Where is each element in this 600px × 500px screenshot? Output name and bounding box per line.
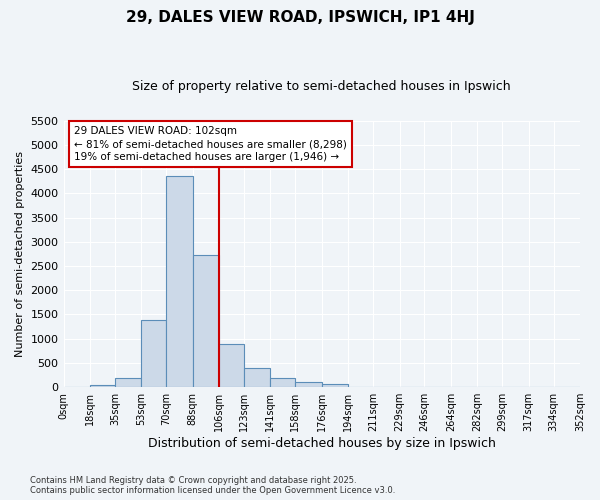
X-axis label: Distribution of semi-detached houses by size in Ipswich: Distribution of semi-detached houses by … <box>148 437 496 450</box>
Title: Size of property relative to semi-detached houses in Ipswich: Size of property relative to semi-detach… <box>133 80 511 93</box>
Text: Contains HM Land Registry data © Crown copyright and database right 2025.
Contai: Contains HM Land Registry data © Crown c… <box>30 476 395 495</box>
Bar <box>219 344 244 387</box>
Bar <box>115 378 142 387</box>
Y-axis label: Number of semi-detached properties: Number of semi-detached properties <box>15 151 25 357</box>
Bar <box>322 384 348 387</box>
Bar <box>166 176 193 387</box>
Bar <box>193 256 219 387</box>
Bar <box>142 320 166 387</box>
Bar <box>244 368 271 387</box>
Bar <box>295 382 322 387</box>
Bar <box>271 378 295 387</box>
Text: 29, DALES VIEW ROAD, IPSWICH, IP1 4HJ: 29, DALES VIEW ROAD, IPSWICH, IP1 4HJ <box>125 10 475 25</box>
Bar <box>90 385 115 387</box>
Text: 29 DALES VIEW ROAD: 102sqm
← 81% of semi-detached houses are smaller (8,298)
19%: 29 DALES VIEW ROAD: 102sqm ← 81% of semi… <box>74 126 347 162</box>
